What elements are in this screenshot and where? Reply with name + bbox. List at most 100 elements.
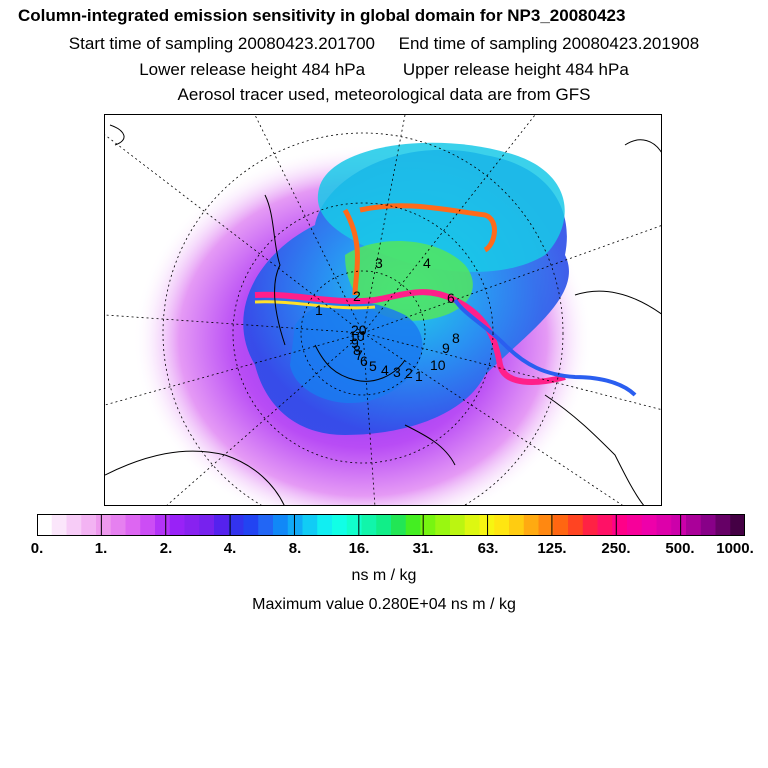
trajectory-label: 4 (381, 362, 389, 378)
colorbar-tick-label: 500. (665, 540, 695, 557)
colorbar-segment (568, 514, 584, 536)
colorbar-segment (391, 514, 407, 536)
colorbar-segment (494, 514, 510, 536)
colorbar-segment (361, 514, 377, 536)
colorbar-segment (627, 514, 643, 536)
colorbar-segment (671, 514, 687, 536)
colorbar-segment (641, 514, 658, 536)
coastline (544, 394, 645, 505)
plume-band-east (453, 298, 637, 397)
tracer-note: Aerosol tracer used, meteorological data… (177, 85, 591, 104)
colorbar-segment (110, 514, 127, 536)
colorbar-tick-label: 16. (348, 540, 370, 557)
colorbar-segment (332, 514, 348, 536)
colorbar-segment (686, 514, 702, 536)
coastline (109, 124, 125, 146)
meridian-line (362, 225, 661, 334)
meridian-line (362, 115, 536, 334)
sampling-times: Start time of sampling 20080423.201700 E… (0, 34, 768, 54)
trajectory-label: 8 (452, 330, 460, 346)
colorbar-units: ns m / kg (351, 567, 417, 584)
colorbar (37, 514, 745, 536)
colorbar-segment (597, 514, 613, 536)
chart-title: Column-integrated emission sensitivity i… (18, 6, 626, 25)
colorbar-tick-label: 1. (94, 540, 108, 557)
map-panel: 1 2 3 4 6 8 9 10 1 2 3 4 5 6 7 8 9 10 20 (104, 114, 662, 506)
colorbar-segment (140, 514, 156, 536)
colorbar-segment (37, 514, 53, 536)
trajectory-label: 3 (375, 255, 383, 271)
meridian-line (362, 115, 406, 334)
end-time: End time of sampling 20080423.201908 (398, 34, 700, 53)
colorbar-segment (125, 514, 141, 536)
colorbar-tick-label: 63. (477, 540, 499, 557)
trajectory-label: 6 (360, 353, 368, 369)
coastline (404, 424, 456, 466)
colorbar-segment (612, 514, 628, 536)
colorbar-tick-label: 125. (537, 540, 567, 557)
colorbar-segment (405, 514, 422, 536)
trajectory-label: 1 (415, 368, 423, 384)
meridian-line (254, 115, 364, 334)
coastline (624, 139, 661, 153)
meridian-line (105, 134, 364, 334)
colorbar-tick-label: 250. (601, 540, 631, 557)
coastline (314, 344, 406, 382)
colorbar-segment (96, 514, 112, 536)
colorbar-segment (420, 514, 436, 536)
meridian-line (166, 332, 364, 505)
colorbar-segment (66, 514, 82, 536)
colorbar-border (37, 514, 745, 536)
trajectory-label: 2 (353, 288, 361, 304)
colorbar-segment (715, 514, 731, 536)
colorbar-segment (258, 514, 274, 536)
coastline (105, 450, 285, 505)
trajectory-label: 20 (351, 322, 367, 338)
release-heights: Lower release height 484 hPa Upper relea… (0, 60, 768, 80)
lower-release-height: Lower release height 484 hPa (139, 60, 366, 79)
colorbar-segment (51, 514, 68, 536)
colorbar-segment (700, 514, 717, 536)
colorbar-tick-label: 4. (223, 540, 237, 557)
colorbar-segment (302, 514, 318, 536)
colorbar-segment (273, 514, 289, 536)
colorbar-segment (538, 514, 554, 536)
meridian-line (362, 332, 661, 410)
maximum-value: Maximum value 0.280E+04 ns m / kg (252, 596, 516, 613)
colorbar-segment (317, 514, 333, 536)
colorbar-segment (464, 514, 481, 536)
upper-release-height: Upper release height 484 hPa (402, 60, 629, 79)
colorbar-segment (376, 514, 392, 536)
colorbar-segment (730, 514, 745, 536)
colorbar-tick-label: 2. (159, 540, 173, 557)
colorbar-tick-label: 31. (412, 540, 434, 557)
trajectory-label: 10 (349, 328, 365, 344)
trajectory-label: 2 (405, 365, 413, 381)
latitude-circle-mid (232, 202, 494, 464)
coastline (574, 290, 661, 315)
colorbar-segment (169, 514, 186, 536)
trajectory-labels: 1 2 3 4 6 8 9 10 1 2 3 4 5 6 7 8 9 10 20 (315, 255, 460, 384)
colorbar-segment (199, 514, 215, 536)
plume-band-north (342, 203, 497, 296)
colorbar-segment (450, 514, 466, 536)
meridian-line (105, 314, 364, 334)
trajectory-label: 9 (442, 340, 450, 356)
colorbar-segment (656, 514, 672, 536)
colorbar-segment (582, 514, 599, 536)
colorbar-segment (509, 514, 525, 536)
latitude-circle-inner (300, 270, 426, 396)
trajectory-label: 10 (430, 357, 446, 373)
colorbar-segment (243, 514, 259, 536)
meridian-line (362, 332, 376, 505)
colorbar-tick-label: 1000. (716, 540, 754, 557)
colorbar-segment (184, 514, 200, 536)
trajectory-label: 1 (315, 302, 323, 318)
trajectory-label: 6 (447, 290, 455, 306)
colorbar-segment (553, 514, 569, 536)
colorbar-segment (155, 514, 171, 536)
trajectory-label: 8 (353, 342, 361, 358)
trajectory-label: 4 (423, 255, 431, 271)
colorbar-segment (435, 514, 451, 536)
graticule (105, 115, 661, 505)
